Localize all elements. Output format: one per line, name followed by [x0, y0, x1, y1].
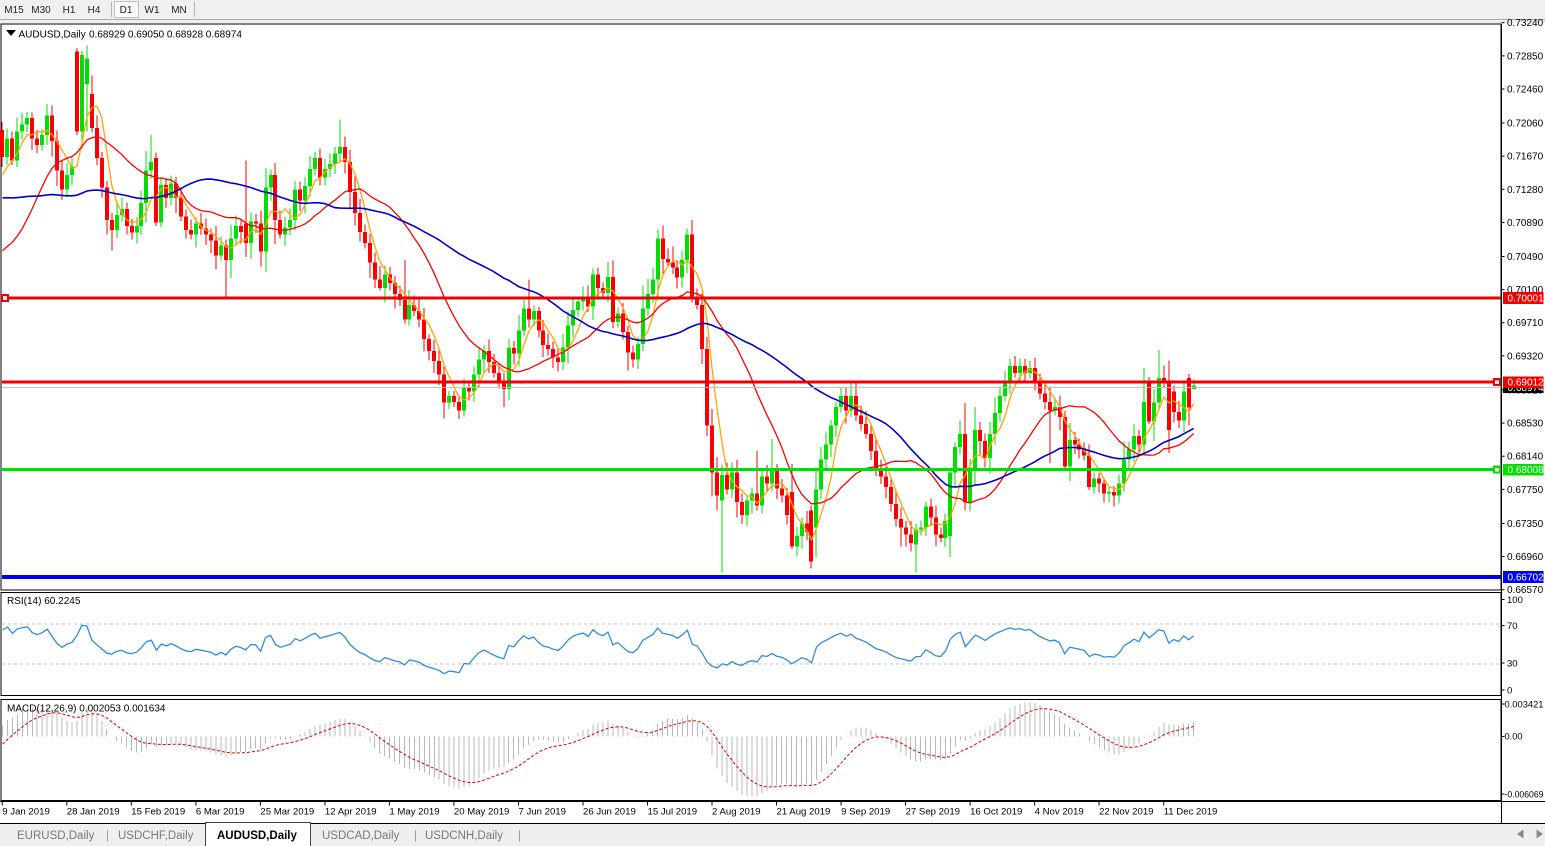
svg-text:0.69320: 0.69320 [1507, 351, 1544, 362]
svg-text:0.66960: 0.66960 [1507, 552, 1544, 563]
svg-text:M15: M15 [4, 5, 24, 16]
svg-text:21 Aug 2019: 21 Aug 2019 [777, 807, 831, 818]
svg-text:0.69012: 0.69012 [1508, 378, 1545, 389]
svg-text:0.70001: 0.70001 [1508, 294, 1545, 305]
svg-text:27 Sep 2019: 27 Sep 2019 [906, 807, 960, 818]
svg-text:0.69710: 0.69710 [1507, 318, 1544, 329]
svg-text:0.72850: 0.72850 [1507, 51, 1544, 62]
svg-text:MN: MN [171, 5, 187, 16]
svg-text:-0.006069: -0.006069 [1505, 789, 1544, 800]
svg-text:0.67750: 0.67750 [1507, 485, 1544, 496]
svg-text:H4: H4 [88, 5, 101, 16]
svg-text:15 Feb 2019: 15 Feb 2019 [131, 807, 185, 818]
svg-text:2 Aug 2019: 2 Aug 2019 [712, 807, 761, 818]
svg-text:0.66570: 0.66570 [1507, 585, 1544, 596]
svg-text:1 May 2019: 1 May 2019 [389, 807, 439, 818]
svg-text:28 Jan 2019: 28 Jan 2019 [67, 807, 120, 818]
svg-text:EURUSD,Daily: EURUSD,Daily [17, 830, 95, 842]
svg-text:6 Mar 2019: 6 Mar 2019 [196, 807, 245, 818]
svg-text:H1: H1 [63, 5, 76, 16]
svg-text:D1: D1 [120, 5, 133, 16]
svg-text:0.68140: 0.68140 [1507, 452, 1544, 463]
svg-text:0.70490: 0.70490 [1507, 252, 1544, 263]
svg-text:0.70100: 0.70100 [1507, 285, 1544, 296]
svg-text:70: 70 [1507, 621, 1518, 632]
svg-text:AUDUSD,Daily: AUDUSD,Daily [19, 30, 86, 41]
svg-text:0.67350: 0.67350 [1507, 519, 1544, 530]
svg-text:USDCHF,Daily: USDCHF,Daily [118, 830, 194, 842]
svg-text:0.66702: 0.66702 [1508, 573, 1545, 584]
svg-text:W1: W1 [145, 5, 160, 16]
svg-text:9 Jan 2019: 9 Jan 2019 [2, 807, 49, 818]
svg-text:USDCAD,Daily: USDCAD,Daily [322, 830, 400, 842]
svg-text:25 Mar 2019: 25 Mar 2019 [260, 807, 314, 818]
svg-text:0.72460: 0.72460 [1507, 85, 1544, 96]
svg-text:22 Nov 2019: 22 Nov 2019 [1099, 807, 1153, 818]
svg-text:0.00: 0.00 [1505, 732, 1523, 743]
svg-text:0.73240: 0.73240 [1507, 18, 1544, 29]
svg-text:11 Dec 2019: 11 Dec 2019 [1164, 807, 1218, 818]
svg-text:0.68008: 0.68008 [1508, 465, 1545, 476]
svg-text:20 May 2019: 20 May 2019 [454, 807, 509, 818]
svg-text:0.70890: 0.70890 [1507, 218, 1544, 229]
svg-text:0.68974: 0.68974 [1508, 383, 1545, 394]
svg-text:0.68929 0.69050 0.68928 0.6897: 0.68929 0.69050 0.68928 0.68974 [89, 30, 242, 41]
svg-text:0.72060: 0.72060 [1507, 119, 1544, 130]
svg-text:|: | [106, 830, 109, 842]
svg-text:100: 100 [1507, 595, 1523, 606]
svg-text:26 Jun 2019: 26 Jun 2019 [583, 807, 636, 818]
svg-text:|: | [518, 830, 521, 842]
svg-text:0.71670: 0.71670 [1507, 152, 1544, 163]
svg-text:4 Nov 2019: 4 Nov 2019 [1035, 807, 1084, 818]
svg-text:7 Jun 2019: 7 Jun 2019 [519, 807, 566, 818]
svg-text:0.003421: 0.003421 [1505, 699, 1544, 710]
svg-text:0.71280: 0.71280 [1507, 185, 1544, 196]
svg-text:15 Jul 2019: 15 Jul 2019 [648, 807, 698, 818]
svg-text:|: | [414, 830, 417, 842]
svg-text:12 Apr 2019: 12 Apr 2019 [325, 807, 377, 818]
svg-text:16 Oct 2019: 16 Oct 2019 [970, 807, 1022, 818]
svg-text:30: 30 [1507, 658, 1518, 669]
svg-text:0.68530: 0.68530 [1507, 419, 1544, 430]
svg-text:0: 0 [1507, 685, 1512, 696]
svg-text:RSI(14) 60.2245: RSI(14) 60.2245 [7, 596, 81, 607]
svg-text:USDCNH,Daily: USDCNH,Daily [425, 830, 503, 842]
svg-text:M30: M30 [31, 5, 51, 16]
svg-text:9 Sep 2019: 9 Sep 2019 [841, 807, 890, 818]
svg-text:MACD(12,26,9) 0.002053 0.00163: MACD(12,26,9) 0.002053 0.001634 [7, 704, 166, 715]
svg-text:AUDUSD,Daily: AUDUSD,Daily [217, 830, 297, 842]
